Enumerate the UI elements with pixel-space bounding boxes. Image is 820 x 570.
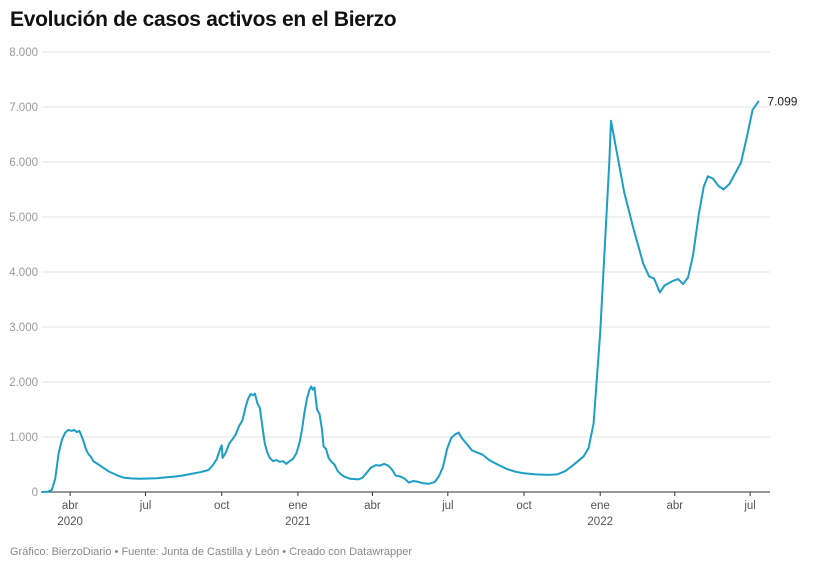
grid-lines: [42, 51, 770, 438]
y-tick-label: 8.000: [9, 47, 38, 59]
x-tick-year: 2020: [57, 516, 83, 528]
end-value-label: 7.099: [767, 95, 797, 109]
x-tick-year: 2022: [587, 516, 613, 528]
series-line: [41, 100, 760, 493]
y-tick-label: 0: [32, 487, 38, 499]
y-tick-label: 2.000: [9, 377, 38, 389]
y-tick-label: 4.000: [9, 267, 38, 279]
x-tick-label: oct: [516, 500, 532, 512]
chart-title: Evolución de casos activos en el Bierzo: [10, 8, 397, 31]
chart-footer: Gráfico: BierzoDiario • Fuente: Junta de…: [10, 546, 413, 558]
line-chart: 0 1.000 2.000 3.000 4.000 5.000 6.000 7.000 8.00…: [9, 47, 798, 528]
y-tick-label: 5.000: [9, 212, 38, 224]
y-tick-label: 3.000: [9, 322, 38, 334]
x-tick-label: jul: [441, 500, 454, 512]
y-tick-label: 1.000: [9, 432, 38, 444]
x-tick-label: abr: [62, 500, 79, 512]
series-group: 7.099: [41, 95, 798, 493]
x-tick-label: jul: [743, 500, 756, 512]
x-axis: abr 2020 jul oct ene 2021 abr jul oct ene 2022 abr j…: [42, 491, 770, 528]
x-tick-label: abr: [364, 500, 381, 512]
x-tick-label: jul: [139, 500, 152, 512]
x-tick-label: ene: [591, 500, 610, 512]
y-axis-ticks: 0 1.000 2.000 3.000 4.000 5.000 6.000 7.000 8.00…: [9, 47, 38, 499]
x-tick-label: oct: [214, 500, 230, 512]
y-tick-label: 6.000: [9, 157, 38, 169]
x-tick-label: ene: [288, 500, 307, 512]
y-tick-label: 7.000: [9, 102, 38, 114]
x-tick-year: 2021: [285, 516, 311, 528]
x-tick-label: abr: [666, 500, 683, 512]
